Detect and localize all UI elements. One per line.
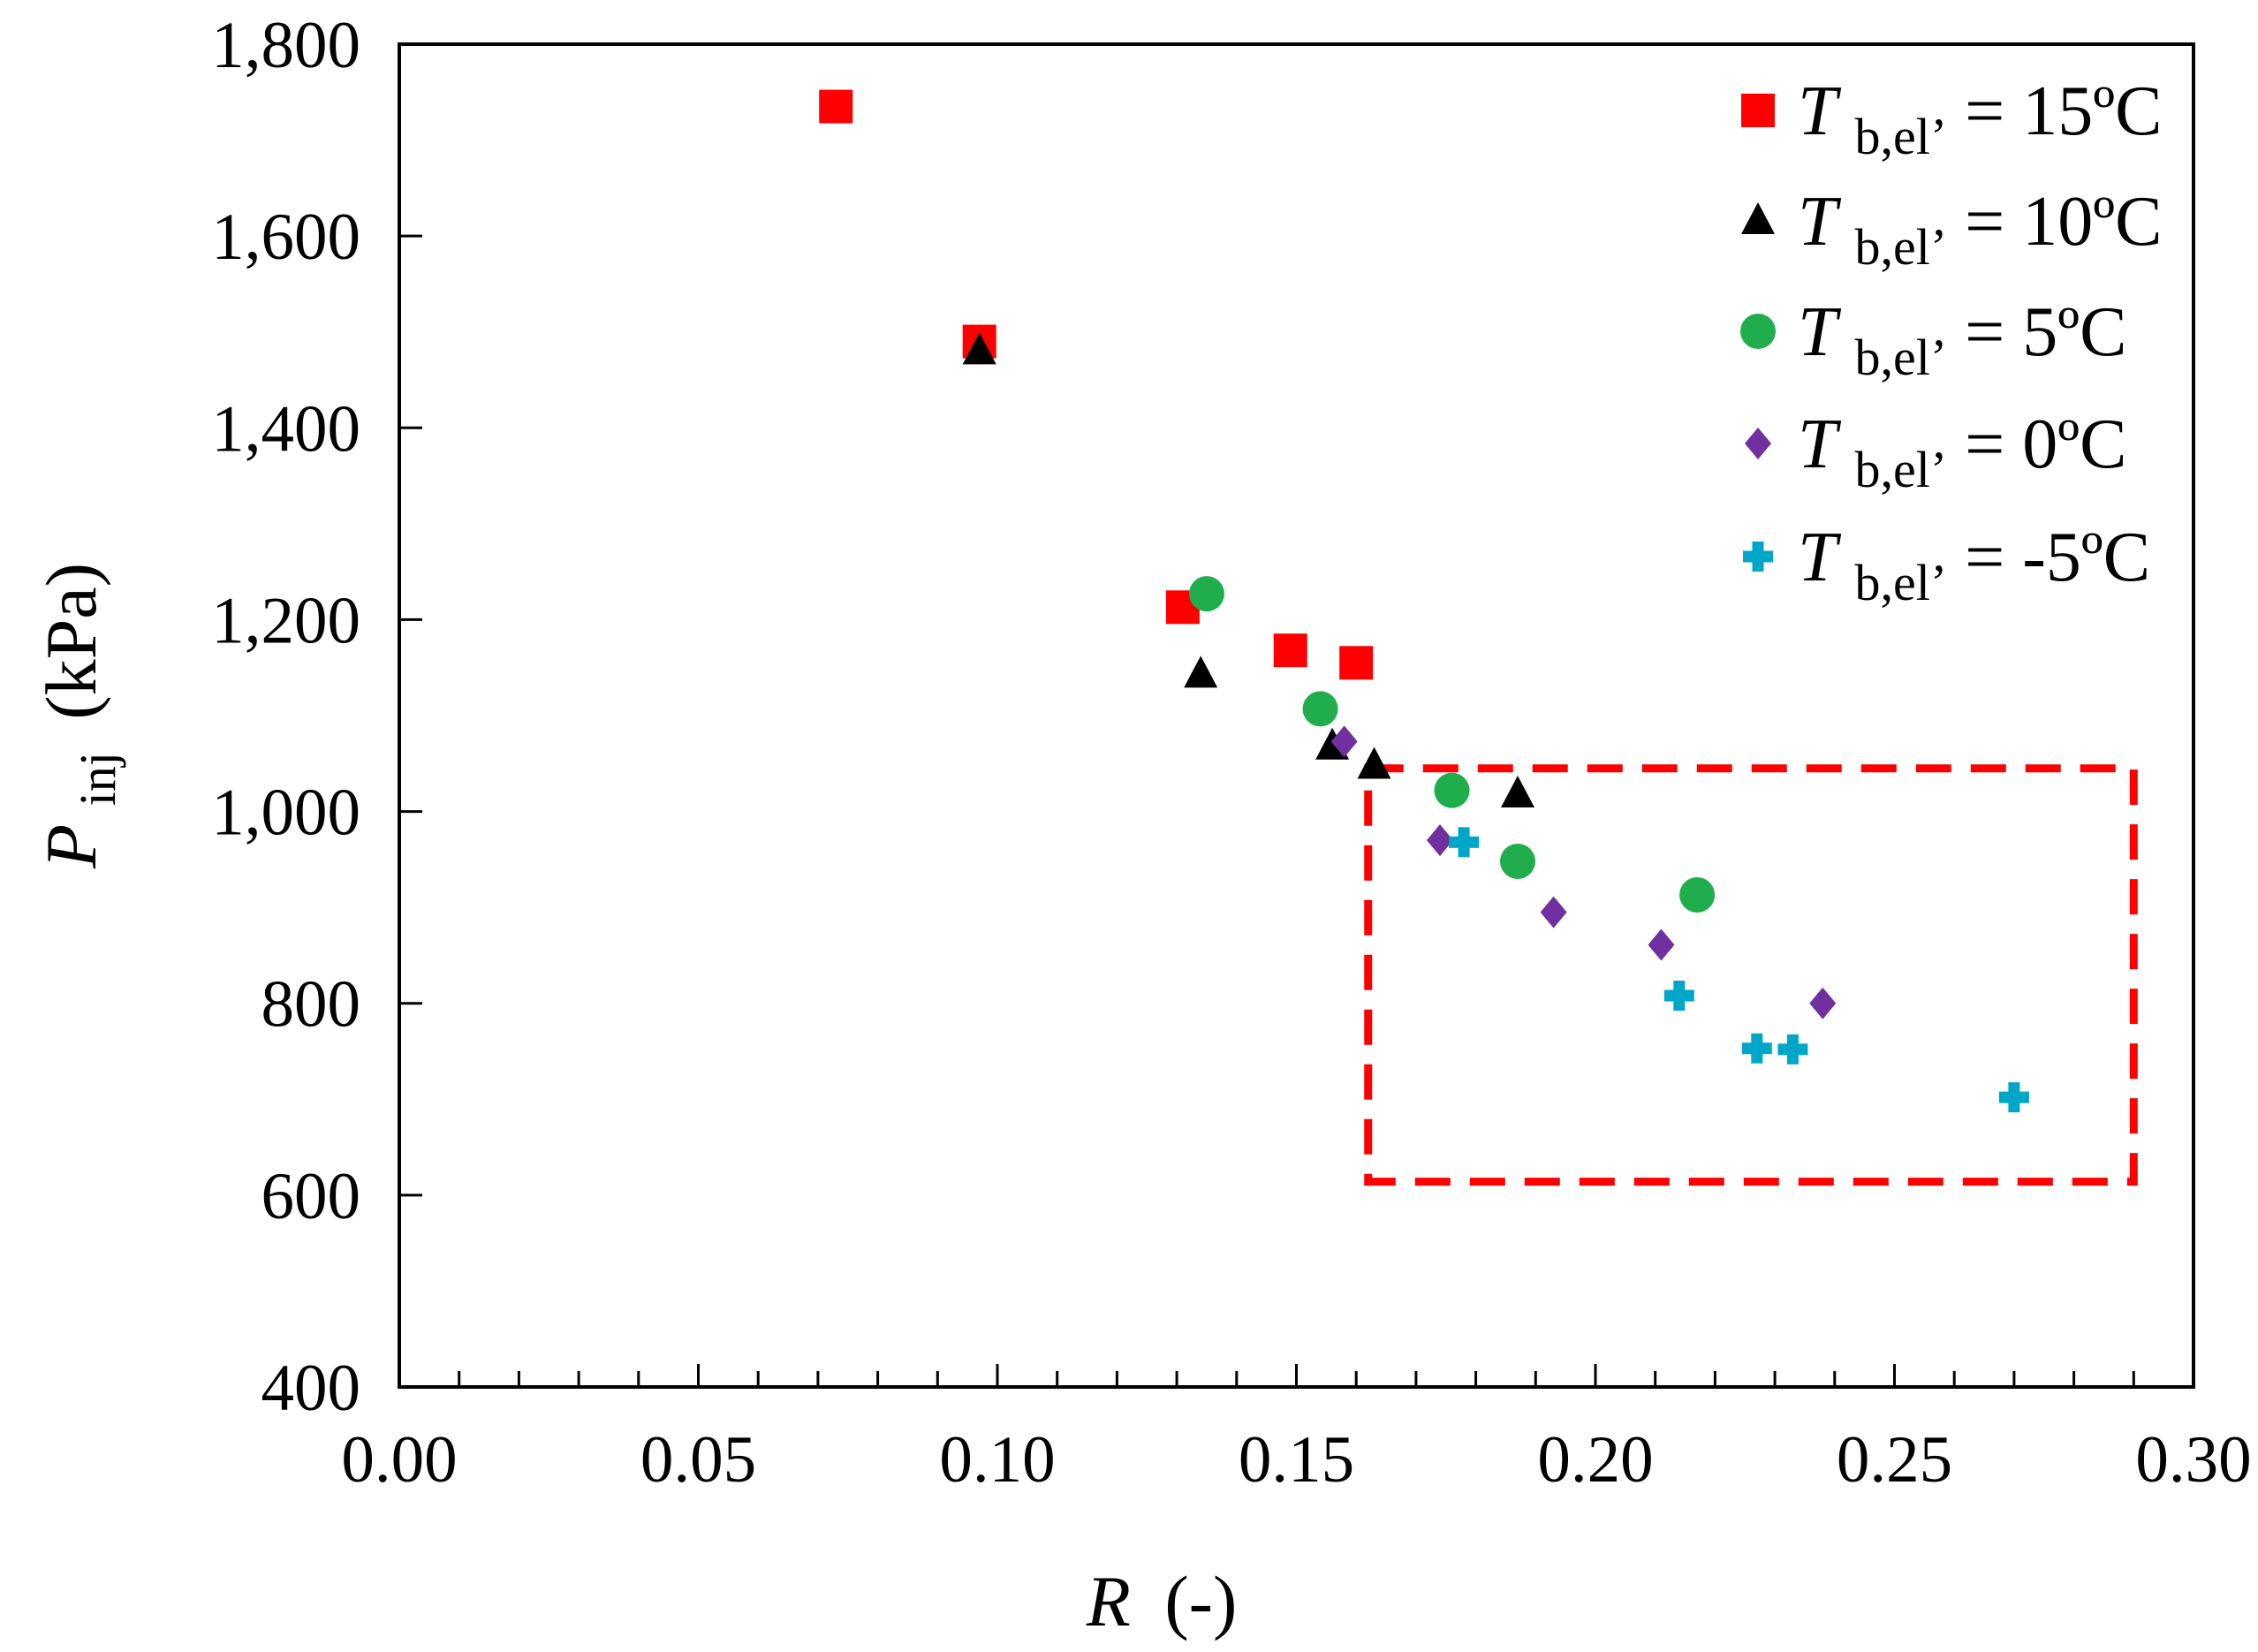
legend-sub: b,el’ [1855,108,1948,165]
legend-marker-square [1741,94,1775,127]
data-point-square [1273,633,1307,668]
legend-var: T [1798,72,1842,150]
annotation-box-group [1364,764,2138,1186]
legend-label: T b,el’ = 15ºC [1798,72,2162,170]
data-point-plus [1741,1033,1772,1064]
legend-symbol-triangle [1741,202,1775,234]
x-tick-label: 0.20 [1537,1423,1653,1497]
data-point-circle [1434,772,1470,808]
legend-symbol-diamond [1745,428,1771,459]
legend-marker-circle [1740,314,1776,349]
x-tick-label: 0.25 [1837,1423,1952,1497]
y-major-ticks [399,42,422,1389]
legend-marker-triangle [1741,202,1775,234]
legend-sub: b,el’ [1855,554,1948,611]
y-tick-label: 1,200 [211,584,360,657]
data-point-plus [1663,981,1694,1012]
x-minor-ticks [458,1364,2135,1387]
legend-sub: b,el’ [1855,441,1948,498]
y-tick-label: 800 [261,968,361,1042]
y-tick-label: 1,600 [211,201,360,274]
legend-value: = 15ºC [1965,72,2162,150]
legend: T b,el’ = 15ºC T b,el’ = 10ºC T b,el’ = … [1740,72,2162,616]
data-point-circle [1302,691,1338,727]
legend-value: = 0ºC [1965,405,2126,483]
data-points [819,89,2029,1113]
legend-item: T b,el’ = -5ºC [1743,519,2150,616]
legend-marker-plus [1743,542,1773,572]
x-tick-labels: 0.00 0.05 0.10 0.15 0.20 0.25 0.30 [341,1423,2251,1497]
legend-sub: b,el’ [1855,329,1948,386]
legend-value: = 10ºC [1965,183,2162,261]
x-axis-var: R [1086,1561,1131,1641]
legend-value: = -5ºC [1965,519,2150,596]
legend-label: T b,el’ = 5ºC [1798,293,2126,390]
data-point-diamond [1540,896,1567,928]
x-tick-label: 0.10 [939,1423,1055,1497]
data-point-diamond [1426,824,1453,857]
data-point-triangle [1357,746,1391,779]
annotation-box [1364,764,2138,1186]
y-axis-unit: (kPa) [31,563,111,720]
legend-value: = 5ºC [1965,293,2126,371]
data-point-square [819,89,853,124]
y-axis-var: P [31,824,111,869]
legend-var: T [1798,519,1842,596]
data-point-plus [1449,827,1480,858]
x-tick-label: 0.30 [2135,1423,2251,1497]
legend-var: T [1798,405,1842,483]
data-point-diamond [1330,725,1358,758]
y-axis-sub: inj [69,752,126,806]
legend-item: T b,el’ = 0ºC [1745,405,2126,503]
legend-label: T b,el’ = 0ºC [1798,405,2126,503]
y-tick-label: 1,400 [211,392,360,466]
data-point-diamond [1648,928,1675,961]
data-point-triangle [962,332,996,365]
y-tick-labels: 400 600 800 1,000 1,200 1,400 1,600 1,800 [211,9,360,1425]
data-point-plus [1777,1034,1808,1065]
legend-label: T b,el’ = -5ºC [1798,519,2150,616]
data-point-plus [1998,1082,2029,1113]
data-point-circle [1679,877,1716,913]
data-point-circle [1188,576,1224,612]
legend-label: T b,el’ = 10ºC [1798,183,2162,280]
legend-item: T b,el’ = 5ºC [1740,293,2126,390]
legend-symbol-circle [1740,314,1776,349]
x-tick-label: 0.00 [341,1423,457,1497]
legend-symbol-square [1741,94,1775,127]
y-tick-label: 400 [261,1352,361,1425]
legend-var: T [1798,293,1842,371]
legend-item: T b,el’ = 15ºC [1741,72,2162,170]
legend-sub: b,el’ [1855,218,1948,276]
legend-var: T [1798,183,1842,261]
x-tick-label: 0.15 [1239,1423,1354,1497]
data-point-square [1339,646,1374,680]
y-tick-label: 600 [261,1160,361,1233]
data-point-circle [1499,844,1535,880]
legend-item: T b,el’ = 10ºC [1741,183,2162,280]
data-point-triangle [1184,655,1218,688]
x-axis-title: R (-) [1086,1561,1238,1641]
data-point-triangle [1500,776,1534,808]
x-axis-unit: (-) [1164,1561,1237,1641]
data-point-diamond [1809,987,1837,1019]
y-tick-label: 1,800 [211,9,360,82]
y-tick-label: 1,000 [211,777,360,850]
legend-symbol-plus [1743,542,1773,572]
y-axis-title: P inj (kPa) [31,563,131,869]
x-tick-label: 0.05 [640,1423,756,1497]
legend-marker-diamond [1745,428,1771,459]
